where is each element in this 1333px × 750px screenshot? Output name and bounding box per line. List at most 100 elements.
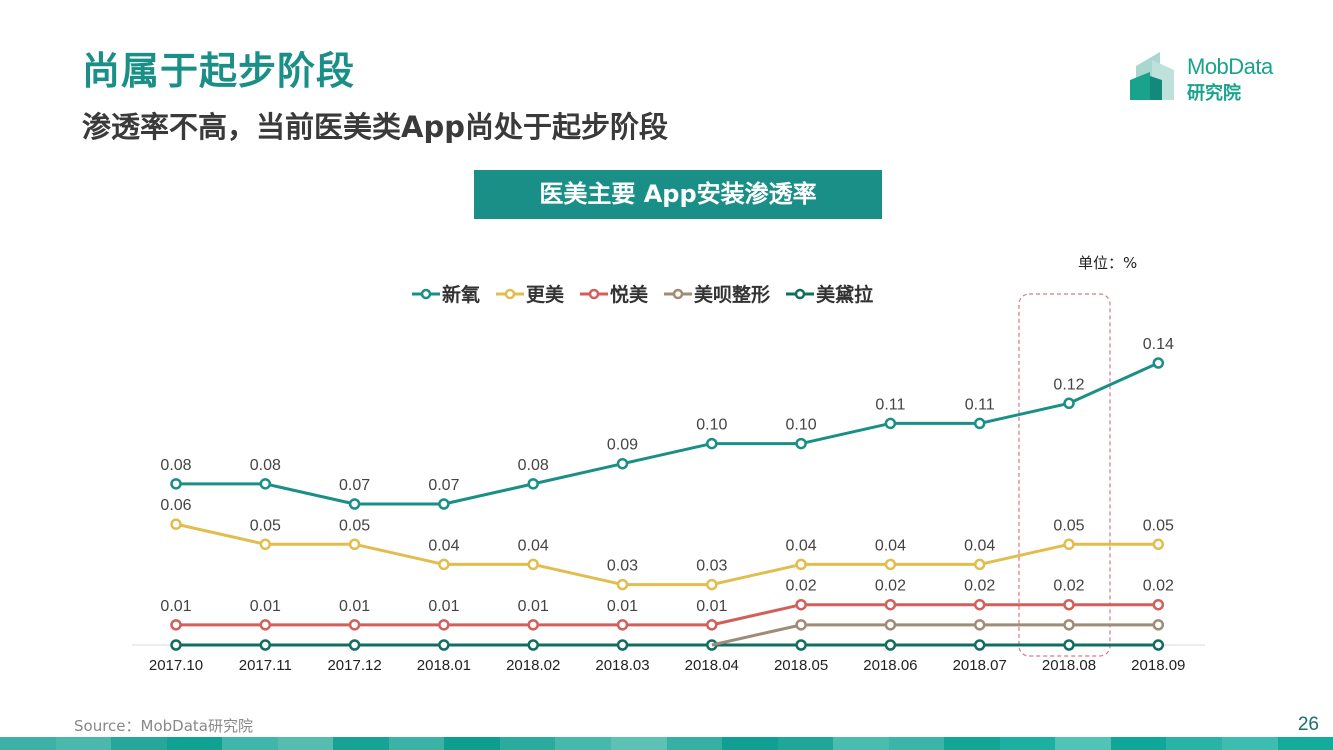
data-point-更美 (438, 558, 450, 571)
x-tick-label: 2018.06 (863, 657, 917, 674)
data-label: 0.05 (339, 517, 370, 534)
legend-item: 新氧 (412, 280, 480, 307)
source-note: Source：MobData研究院 (74, 717, 253, 735)
chart-title-banner: 医美主要 App安装渗透率 (474, 170, 882, 219)
unit-label: 单位：% (1078, 254, 1138, 272)
footer-bar-segment (611, 737, 667, 750)
series-line-更美 (175, 522, 1159, 587)
footer-bar-segment (888, 737, 945, 750)
data-label: 0.04 (428, 537, 459, 554)
footer-bar-segment (0, 737, 56, 750)
legend-item: 美黛拉 (786, 280, 873, 307)
data-point-美黛拉 (795, 639, 807, 651)
data-label: 0.03 (696, 558, 727, 575)
data-point-悦美 (884, 598, 897, 611)
footer-bar-segment (1110, 737, 1167, 750)
legend-label: 更美 (526, 284, 565, 306)
footer-bar-segment (666, 737, 723, 750)
data-point-新氧 (884, 417, 897, 430)
data-point-悦美 (1063, 598, 1075, 611)
data-point-更美 (795, 558, 807, 571)
legend-item: 悦美 (580, 280, 648, 307)
data-point-悦美 (259, 619, 272, 631)
footer-bar-segment (999, 737, 1056, 750)
x-tick-label: 2017.10 (149, 657, 203, 674)
data-point-新氧 (527, 478, 539, 490)
legend-marker-icon (496, 288, 525, 299)
data-point-新氧 (795, 437, 807, 450)
data-point-悦美 (706, 619, 718, 631)
footer-bar-segment (555, 737, 612, 750)
data-point-更美 (884, 558, 897, 571)
highlight-box-2018.08 (1018, 293, 1111, 657)
data-point-更美 (348, 538, 361, 551)
page-number: 26 (1297, 714, 1319, 735)
data-label: 0.03 (607, 558, 638, 575)
data-label: 0.07 (428, 477, 459, 494)
data-label: 0.05 (250, 517, 281, 534)
x-tick-label: 2018.04 (685, 657, 739, 674)
legend-marker-icon (412, 288, 440, 299)
data-point-更美 (706, 578, 718, 591)
footer-bar-segment (333, 737, 389, 750)
data-point-悦美 (527, 619, 539, 631)
data-label: 0.02 (1053, 578, 1084, 595)
data-point-更美 (973, 558, 986, 571)
data-label: 0.11 (965, 396, 995, 413)
x-tick-label: 2018.02 (506, 657, 560, 674)
data-point-悦美 (348, 619, 361, 631)
footer-bar-segment (1222, 737, 1278, 750)
data-point-更美 (527, 558, 539, 571)
legend-marker-icon (580, 288, 609, 299)
logo-name-cn: 研究院 (1187, 83, 1241, 104)
logo-name-en: MobData (1187, 54, 1273, 79)
series-line-悦美 (176, 603, 1159, 627)
data-point-悦美 (973, 598, 986, 611)
footer-bar-segment (944, 737, 1000, 750)
x-tick-label: 2018.01 (417, 657, 471, 674)
x-tick-label: 2018.07 (953, 657, 1007, 674)
data-label: 0.04 (875, 537, 906, 554)
data-point-新氧 (973, 417, 986, 430)
data-point-美黛拉 (527, 639, 539, 651)
data-point-美黛拉 (884, 639, 897, 651)
data-point-美黛拉 (616, 639, 629, 651)
data-point-美黛拉 (438, 639, 450, 651)
data-point-更美 (170, 518, 182, 530)
data-point-新氧 (348, 498, 361, 510)
data-point-更美 (259, 538, 272, 551)
footer-bar-segment (222, 737, 278, 750)
data-point-美呗整形 (1152, 619, 1165, 631)
footer-bar-segment (777, 737, 834, 750)
footer-bar-segment (1277, 737, 1333, 750)
data-label: 0.02 (964, 578, 995, 595)
page-subtitle: 渗透率不高，当前医美类App尚处于起步阶段 (82, 110, 668, 144)
mobdata-logo: MobData 研究院 (1130, 52, 1300, 104)
page-title: 尚属于起步阶段 (82, 49, 356, 93)
data-label: 0.01 (160, 598, 191, 615)
data-label: 0.01 (518, 598, 549, 615)
legend-item: 更美 (496, 280, 564, 307)
footer-bar-segment (444, 737, 500, 750)
data-point-悦美 (438, 619, 450, 631)
data-point-美呗整形 (884, 619, 897, 631)
data-point-新氧 (1063, 397, 1075, 410)
footer-bar-segment (499, 737, 556, 750)
data-point-美黛拉 (1152, 639, 1165, 651)
legend-label: 新氧 (442, 284, 481, 306)
footer-bar-segment (388, 737, 445, 750)
data-label: 0.02 (875, 578, 906, 595)
data-label: 0.07 (339, 477, 370, 494)
footer-bar-segment (833, 737, 889, 750)
data-label: 0.01 (428, 598, 459, 615)
data-label: 0.01 (696, 598, 727, 615)
footer-bar-segment (111, 737, 167, 750)
data-point-美呗整形 (1063, 619, 1075, 631)
series-line-新氧 (176, 361, 1159, 506)
data-point-悦美 (795, 598, 807, 611)
legend-label: 美黛拉 (816, 284, 874, 306)
footer-bar-segment (55, 737, 112, 750)
data-point-美黛拉 (170, 639, 182, 651)
data-point-美黛拉 (1063, 639, 1075, 651)
data-label: 0.04 (964, 537, 995, 554)
